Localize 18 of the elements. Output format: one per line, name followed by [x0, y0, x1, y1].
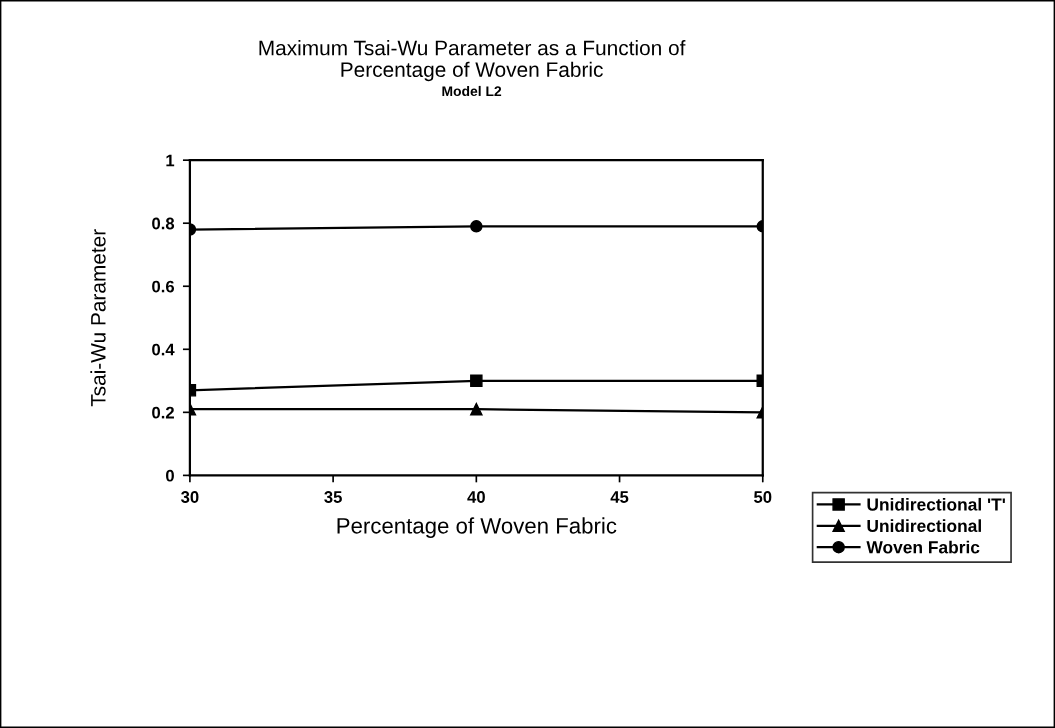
- y-tick-label: 0.4: [152, 343, 175, 356]
- x-tick-label: 30: [181, 491, 199, 503]
- legend-label: Unidirectional: [867, 519, 981, 533]
- x-tick-label: 40: [467, 491, 485, 503]
- y-tick-label: 0.2: [152, 406, 174, 419]
- x-tick-label: 50: [754, 491, 772, 503]
- x-tick-label: 45: [610, 491, 629, 503]
- y-tick-label: 0: [166, 469, 174, 482]
- y-tick-label: 1: [166, 154, 175, 167]
- y-tick-label: 0.8: [152, 217, 175, 230]
- y-axis-title: Tsai-Wu Parameter: [90, 229, 106, 407]
- legend-label: Woven Fabric: [866, 540, 980, 554]
- legend-label: Unidirectional 'T': [867, 497, 1005, 511]
- chart-subtitle: Model L2: [442, 85, 502, 97]
- chart-title: Maximum Tsai-Wu Parameter as a Function of Percentage of Woven Fabric: [259, 40, 686, 82]
- x-tick-label: 35: [324, 491, 342, 503]
- x-axis-title: Percentage of Woven Fabric: [337, 517, 617, 539]
- y-tick-label: 0.6: [152, 280, 175, 293]
